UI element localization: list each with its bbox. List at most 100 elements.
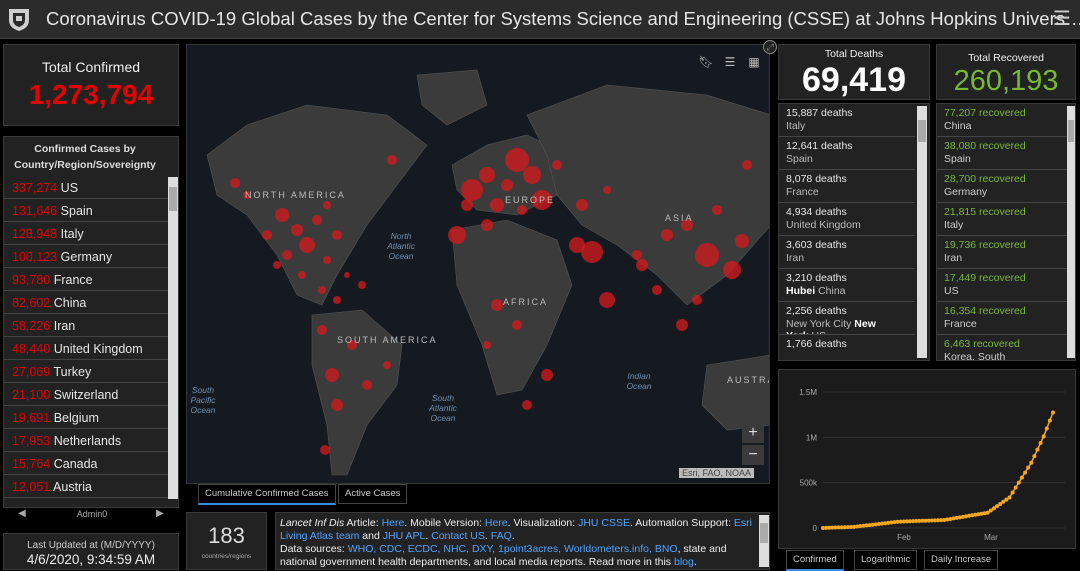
case-marker[interactable] <box>358 281 366 289</box>
case-marker[interactable] <box>448 226 466 244</box>
confirmed-data-point[interactable] <box>942 517 947 522</box>
confirmed-data-point[interactable] <box>880 521 885 526</box>
case-marker[interactable] <box>712 205 722 215</box>
confirmed-data-point[interactable] <box>1041 434 1046 439</box>
confirmed-data-point[interactable] <box>926 518 931 523</box>
case-marker[interactable] <box>603 186 611 194</box>
case-marker[interactable] <box>581 241 603 263</box>
jhu-csse-link[interactable]: JHU CSSE <box>578 517 631 529</box>
scrollbar-thumb[interactable] <box>918 120 926 142</box>
prev-page-icon[interactable]: ◀ <box>18 508 26 519</box>
case-marker[interactable] <box>491 299 503 311</box>
case-marker[interactable] <box>569 237 585 253</box>
recovered-row[interactable]: 38,080 recovered Spain <box>937 137 1067 170</box>
bookmark-icon[interactable]: 🔖︎ <box>698 55 714 69</box>
deaths-row[interactable]: 3,603 deaths Iran <box>779 236 915 269</box>
country-row[interactable]: 21,100 Switzerland <box>4 384 168 406</box>
confirmed-data-point[interactable] <box>830 525 835 530</box>
scrollbar-thumb[interactable] <box>169 187 177 211</box>
case-marker[interactable] <box>273 261 281 269</box>
case-marker[interactable] <box>332 230 342 240</box>
country-row[interactable]: 131,646 Spain <box>4 200 168 222</box>
blog-link[interactable]: blog <box>673 556 694 568</box>
confirmed-data-point[interactable] <box>917 518 922 523</box>
confirmed-data-point[interactable] <box>982 511 987 516</box>
confirmed-data-point[interactable] <box>995 504 1000 509</box>
confirmed-data-point[interactable] <box>833 525 838 530</box>
confirmed-data-point[interactable] <box>824 525 829 530</box>
confirmed-data-point[interactable] <box>1038 441 1043 445</box>
confirmed-data-point[interactable] <box>870 522 875 527</box>
case-marker[interactable] <box>681 219 693 231</box>
confirmed-data-point[interactable] <box>892 520 897 525</box>
info-scrollbar[interactable] <box>759 515 769 567</box>
confirmed-data-point[interactable] <box>1047 418 1052 423</box>
country-row[interactable]: 19,691 Belgium <box>4 407 168 429</box>
case-marker[interactable] <box>523 166 541 184</box>
case-marker[interactable] <box>552 160 562 170</box>
confirmed-data-point[interactable] <box>908 519 913 524</box>
case-marker[interactable] <box>331 399 343 411</box>
esri-link[interactable]: Esri Living Atlas team <box>280 517 753 542</box>
confirmed-data-point[interactable] <box>923 518 928 523</box>
case-marker[interactable] <box>490 198 504 212</box>
confirmed-data-point[interactable] <box>1044 426 1049 431</box>
recovered-row[interactable]: 19,736 recovered Iran <box>937 236 1067 269</box>
case-marker[interactable] <box>541 369 553 381</box>
confirmed-data-point[interactable] <box>827 525 832 530</box>
case-marker[interactable] <box>344 272 350 278</box>
recovered-row[interactable]: 28,700 recovered Germany <box>937 170 1067 203</box>
article-link[interactable]: Here <box>381 517 405 529</box>
hamburger-icon[interactable]: ☰ <box>1053 8 1071 30</box>
confirmed-data-point[interactable] <box>1035 447 1040 452</box>
deaths-row[interactable]: 3,210 deaths Hubei China <box>779 269 915 302</box>
confirmed-data-point[interactable] <box>886 520 891 525</box>
world-map[interactable]: NORTH AMERICA SOUTH AMERICA EUROPE AFRIC… <box>186 44 770 484</box>
tab-chart-confirmed[interactable]: Confirmed <box>786 550 844 571</box>
case-marker[interactable] <box>522 400 532 410</box>
recovered-row[interactable]: 16,354 recovered France <box>937 302 1067 335</box>
confirmed-data-point[interactable] <box>904 519 909 524</box>
case-marker[interactable] <box>291 224 303 236</box>
recovered-row[interactable]: 17,449 recovered US <box>937 269 1067 302</box>
case-marker[interactable] <box>723 261 741 279</box>
case-marker[interactable] <box>230 178 240 188</box>
confirmed-data-point[interactable] <box>1019 475 1024 480</box>
confirmed-data-point[interactable] <box>979 511 984 516</box>
case-marker[interactable] <box>636 259 648 271</box>
case-marker[interactable] <box>333 296 341 304</box>
confirmed-data-point[interactable] <box>988 508 993 513</box>
case-marker[interactable] <box>461 179 483 201</box>
confirmed-data-point[interactable] <box>911 519 916 524</box>
recovered-scrollbar[interactable] <box>1067 106 1075 358</box>
confirmed-data-point[interactable] <box>876 521 881 526</box>
deaths-row[interactable]: 12,641 deaths Spain <box>779 137 915 170</box>
case-marker[interactable] <box>512 320 522 330</box>
case-marker[interactable] <box>652 285 662 295</box>
case-marker[interactable] <box>483 341 491 349</box>
confirmed-data-point[interactable] <box>867 523 872 528</box>
case-marker[interactable] <box>735 234 749 248</box>
confirmed-data-point[interactable] <box>1026 465 1031 470</box>
confirmed-data-point[interactable] <box>957 515 962 520</box>
confirmed-data-point[interactable] <box>895 519 900 524</box>
confirmed-data-point[interactable] <box>852 524 857 529</box>
confirmed-data-point[interactable] <box>951 516 956 521</box>
confirmed-data-point[interactable] <box>1051 410 1055 415</box>
confirmed-data-point[interactable] <box>861 523 866 528</box>
deaths-row[interactable]: 8,078 deaths France <box>779 170 915 203</box>
confirmed-data-point[interactable] <box>1013 485 1018 490</box>
confirmed-data-point[interactable] <box>948 516 953 521</box>
case-marker[interactable] <box>362 380 372 390</box>
confirmed-data-point[interactable] <box>1004 497 1009 502</box>
mobile-version-link[interactable]: Here <box>484 517 508 529</box>
case-marker[interactable] <box>632 250 642 260</box>
country-row[interactable]: 58,226 Iran <box>4 315 168 337</box>
confirmed-data-point[interactable] <box>839 525 844 530</box>
case-marker[interactable] <box>325 368 339 382</box>
confirmed-data-point[interactable] <box>889 520 894 525</box>
country-row[interactable]: 82,602 China <box>4 292 168 314</box>
contact-link[interactable]: Contact US <box>431 530 485 542</box>
case-marker[interactable] <box>323 201 331 209</box>
